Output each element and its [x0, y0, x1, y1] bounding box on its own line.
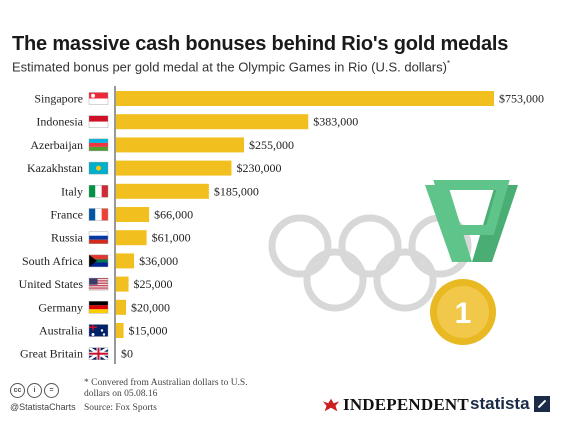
value-label: $230,000: [236, 161, 281, 175]
bar: [116, 253, 135, 269]
eagle-icon: [322, 398, 340, 412]
category-label: Singapore: [34, 92, 83, 106]
australia-flag: [88, 324, 109, 337]
olympic-rings-decoration: [268, 214, 472, 312]
value-label: $15,000: [129, 324, 168, 338]
france-flag: [88, 208, 109, 221]
independent-logo[interactable]: INDEPENDENT: [322, 395, 469, 415]
bar: [116, 276, 129, 292]
bar: [116, 160, 232, 176]
chart-subtitle: Estimated bonus per gold medal at the Ol…: [12, 59, 450, 74]
value-label: $383,000: [313, 115, 358, 129]
indonesia-flag: [88, 115, 109, 128]
olympic-ring-5: [373, 248, 437, 312]
bar: [116, 137, 245, 153]
footnote-marker: *: [84, 378, 89, 388]
source-label: Source: Fox Sports: [84, 403, 157, 413]
category-label: Australia: [39, 324, 84, 338]
value-label: $36,000: [139, 254, 178, 268]
great-britain-flag: [88, 346, 109, 361]
category-label: Russia: [51, 231, 84, 245]
statista-logo[interactable]: statista: [470, 394, 550, 414]
category-label: Kazakhstan: [27, 161, 83, 175]
united-states-flag: [88, 277, 109, 291]
medal-disc-inner: [437, 286, 489, 338]
category-label: Germany: [38, 300, 83, 314]
creative-commons-icons: cc i =: [10, 383, 59, 398]
bar: [116, 230, 147, 246]
category-label: South Africa: [22, 254, 84, 268]
bar: [116, 207, 150, 222]
italy-flag: [88, 185, 109, 198]
value-label: $66,000: [154, 208, 193, 222]
subtitle-footnote-marker: *: [446, 59, 451, 68]
medal-number: 1: [455, 297, 472, 330]
category-label: Indonesia: [36, 115, 83, 129]
value-label: $255,000: [249, 138, 294, 152]
bar: [116, 91, 494, 106]
bar: [116, 114, 309, 130]
chart-title: The massive cash bonuses behind Rio's go…: [12, 33, 509, 55]
gold-medal-decoration: 1: [425, 180, 518, 345]
azerbaijan-flag: [88, 138, 109, 152]
bar-chart: 1 Singapore $753,000 Indonesia $383,000 Azer…: [19, 86, 544, 364]
no-derivatives-icon: =: [44, 383, 59, 398]
olympic-ring-4: [303, 248, 367, 312]
value-label: $61,000: [152, 231, 191, 245]
medal-ribbon-loop: [433, 180, 510, 235]
germany-flag: [88, 301, 109, 314]
kazakhstan-flag: [88, 161, 109, 175]
category-label: France: [50, 208, 83, 222]
category-label: Azerbaijan: [30, 138, 83, 152]
russia-flag: [88, 231, 109, 244]
category-label: Italy: [61, 184, 83, 198]
value-label: $185,000: [214, 184, 259, 198]
olympic-ring-1: [268, 214, 332, 278]
statista-handle: @StatistaCharts: [10, 402, 76, 412]
value-label: $20,000: [131, 300, 170, 314]
singapore-flag: [88, 92, 109, 105]
attribution-icon: i: [27, 383, 42, 398]
statista-arrow-icon: [533, 396, 550, 412]
footnote: * Convered from Australian dollars to U.…: [84, 378, 254, 400]
subtitle-text: Estimated bonus per gold medal at the Ol…: [12, 59, 447, 75]
south-africa-flag: [88, 254, 109, 268]
cc-icon: cc: [10, 383, 25, 398]
bar: [116, 323, 124, 338]
independent-wordmark: INDEPENDENT: [343, 395, 469, 414]
bar: [116, 183, 209, 199]
statista-wordmark: statista: [470, 394, 530, 413]
value-label: $753,000: [499, 92, 544, 106]
olympic-ring-2: [338, 214, 402, 278]
category-label: United States: [19, 277, 84, 291]
value-label: $0: [121, 347, 133, 361]
category-label: Great Britain: [20, 347, 83, 361]
footnote-text: Convered from Australian dollars to U.S.…: [84, 378, 248, 399]
bar: [116, 299, 127, 315]
value-label: $25,000: [134, 277, 173, 291]
